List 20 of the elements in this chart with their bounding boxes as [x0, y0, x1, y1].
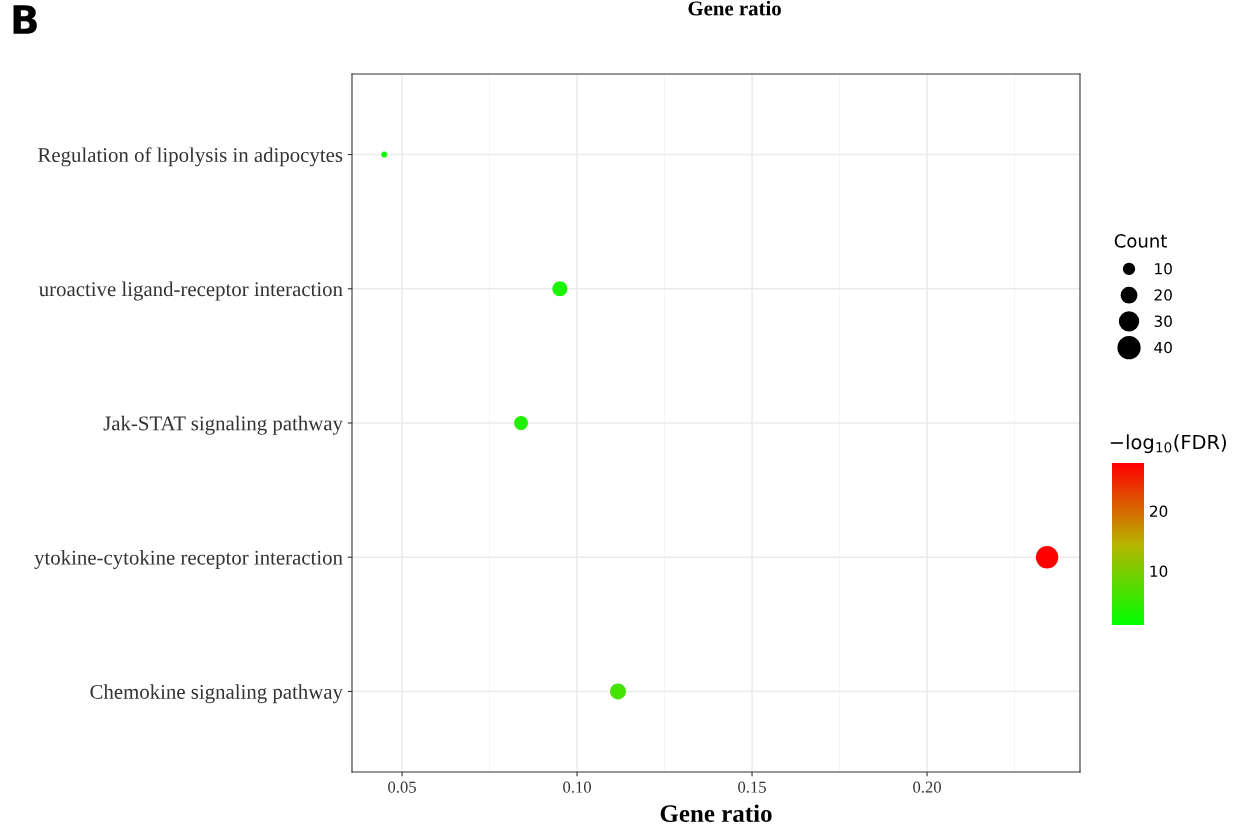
legend-label: 10 — [1155, 262, 1172, 275]
color-bar-label: 10 — [1150, 565, 1168, 578]
x-tick-label: 0.20 — [913, 781, 941, 793]
x-tick-label: 0.15 — [738, 781, 766, 793]
chart-title: Gene ratio — [688, 0, 781, 16]
legend-title: Count — [1114, 234, 1167, 248]
y-tick-label: ytokine-cytokine receptor interaction — [34, 550, 343, 569]
color-bar-title: −log$_{10}$(FDR) — [1110, 434, 1226, 454]
text: B — [13, 5, 37, 34]
x-tick-label: 0.05 — [388, 781, 416, 793]
legend-label: 30 — [1154, 315, 1172, 327]
color-bar-label: 20 — [1149, 505, 1168, 518]
x-axis-title: Gene ratio — [660, 804, 772, 823]
legend-label: 20 — [1154, 289, 1172, 301]
y-tick-label: Chemokine signaling pathway — [90, 684, 343, 704]
x-tick-label: 0.10 — [563, 781, 591, 793]
y-tick-label: uroactive ligand-receptor interaction — [38, 281, 343, 301]
y-tick-label: Regulation of lipolysis in adipocytes — [38, 147, 343, 167]
y-tick-label: Jak-STAT signaling pathway — [103, 415, 343, 435]
legend-label: 40 — [1154, 341, 1172, 354]
